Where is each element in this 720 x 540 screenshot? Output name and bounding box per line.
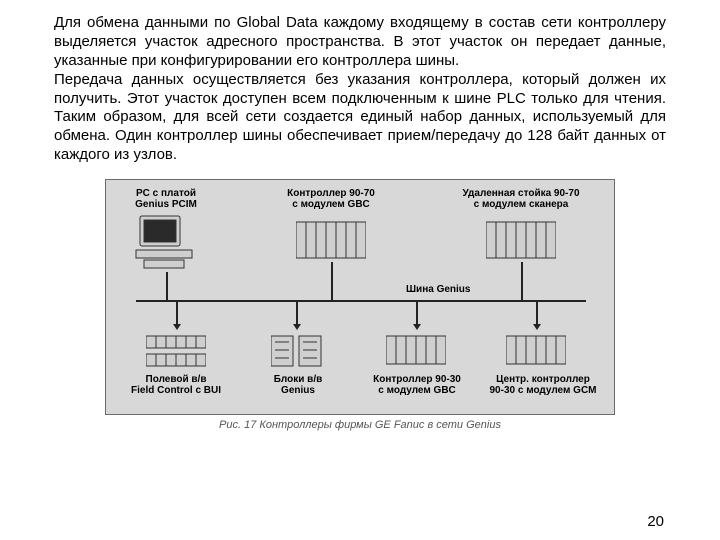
bottom-node-2-label: Контроллер 90-30 с модулем GBC [362,374,472,396]
paragraph-2: Передача данных осуществляется без указа… [54,71,666,165]
figure-caption: Рис. 17 Контроллеры фирмы GE Fanuc в сет… [105,419,615,431]
bottom-node-3-line2: 90-30 с модулем GCM [490,385,597,396]
small-rack-icon [506,332,566,368]
page-number: 20 [647,513,664,530]
bus-line [136,300,586,302]
slide-page: Для обмена данными по Global Data каждом… [0,0,720,540]
field-io-icon [146,330,206,370]
bottom-node-1-label: Блоки в/в Genius [256,374,340,396]
small-rack-icon [386,332,446,368]
top-node-0-line2: Genius PCIM [135,199,197,210]
bottom-node-2-line2: с модулем GBC [378,385,456,396]
top-node-0-line1: PC с платой [136,188,196,199]
drop-line [296,300,298,326]
pc-icon [134,214,198,272]
drop-line [536,300,538,326]
io-blocks-icon [271,330,325,370]
network-diagram: PC с платой Genius PCIM Контроллер 90-70… [105,179,615,415]
top-node-1-line1: Контроллер 90-70 [287,188,375,199]
paragraph-1: Для обмена данными по Global Data каждом… [54,14,666,71]
bottom-node-2-line1: Контроллер 90-30 [373,374,461,385]
top-node-2-line1: Удаленная стойка 90-70 [462,188,579,199]
top-node-0-label: PC с платой Genius PCIM [116,188,216,210]
top-node-1-line2: с модулем GBC [292,199,370,210]
bottom-node-1-line2: Genius [281,385,315,396]
bottom-node-0-line2: Field Control с BUI [131,385,221,396]
rack-icon [296,218,366,262]
bottom-node-0-label: Полевой в/в Field Control с BUI [120,374,232,396]
top-node-2-line2: с модулем сканера [474,199,569,210]
rack-icon [486,218,556,262]
bus-label: Шина Genius [406,284,470,295]
drop-line [166,272,168,300]
drop-line [331,262,333,300]
arrow-down-icon [413,324,421,330]
top-node-1-label: Контроллер 90-70 с модулем GBC [266,188,396,210]
bottom-node-3-label: Центр. контроллер 90-30 с модулем GCM [478,374,608,396]
body-text: Для обмена данными по Global Data каждом… [54,14,666,165]
diagram-container: PC с платой Genius PCIM Контроллер 90-70… [105,179,615,431]
drop-line [176,300,178,326]
drop-line [521,262,523,300]
bottom-node-3-line1: Центр. контроллер [496,374,590,385]
bottom-node-1-line1: Блоки в/в [274,374,323,385]
arrow-down-icon [533,324,541,330]
bottom-node-0-line1: Полевой в/в [146,374,207,385]
top-node-2-label: Удаленная стойка 90-70 с модулем сканера [436,188,606,210]
drop-line [416,300,418,326]
